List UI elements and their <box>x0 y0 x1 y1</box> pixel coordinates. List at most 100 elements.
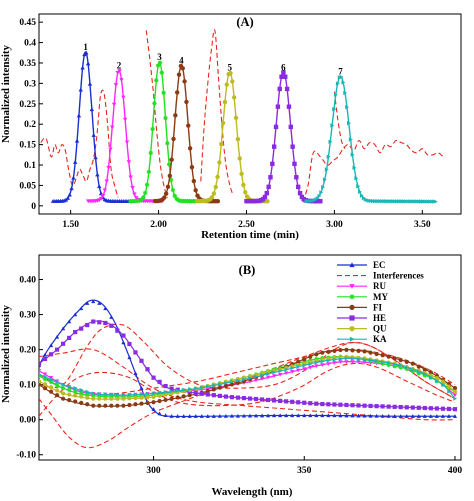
spectrum-ka-marker <box>332 357 337 363</box>
peak-5-marker <box>265 199 270 204</box>
spectrum-ka-marker <box>43 374 48 379</box>
spectrum-fi-marker <box>145 400 150 405</box>
spectrum-ru-marker <box>302 367 307 371</box>
spectrum-ec-marker <box>54 334 60 339</box>
peak-5-marker <box>209 195 215 200</box>
peak-6-marker <box>288 124 293 130</box>
peak-6-marker <box>262 194 268 200</box>
spectrum-he-marker <box>163 383 168 389</box>
spectrum-ru-marker <box>265 375 271 380</box>
peak-6-marker <box>284 86 290 92</box>
peak-3-marker <box>154 78 159 83</box>
spectrum-ka-marker <box>206 384 210 389</box>
spectrum-fi-marker <box>187 393 192 398</box>
peak-3-marker <box>165 140 170 146</box>
spectrum-ec-marker <box>434 414 439 418</box>
spectrum-he-marker <box>79 326 84 331</box>
spectrum-he-marker <box>223 394 228 399</box>
spectrum-qu-marker <box>127 396 132 401</box>
peak-6-marker <box>295 184 301 190</box>
spectrum-ka-marker <box>175 388 180 393</box>
spectrum-he-marker <box>91 319 96 324</box>
panel-a-x-tick-label: 3.50 <box>414 220 431 230</box>
interference-trace <box>40 89 119 198</box>
spectrum-he-marker <box>73 329 78 335</box>
spectrum-ka-marker <box>85 389 90 394</box>
spectrum-ru-marker <box>308 365 313 370</box>
spectrum-ka-marker <box>39 372 42 376</box>
spectrum-ru-marker <box>272 374 277 378</box>
peak-3-marker <box>168 177 174 183</box>
spectrum-ka-marker <box>423 372 427 377</box>
peak-3-marker <box>174 196 179 201</box>
peak-1-marker <box>73 159 78 164</box>
peak-3-marker <box>150 126 155 132</box>
spectrum-he-marker <box>109 323 114 328</box>
spectrum-ka-marker <box>194 386 198 391</box>
spectrum-ec-marker <box>380 413 385 418</box>
spectrum-my-marker <box>416 371 421 376</box>
spectrum-ka-marker <box>362 357 367 362</box>
panel-a-y-tick-label: 0.35 <box>19 59 36 69</box>
spectrum-he-marker <box>440 406 446 411</box>
spectrum-ec-marker <box>416 414 421 418</box>
peak-3-marker <box>167 162 172 167</box>
peak-5-marker <box>217 160 222 165</box>
spectrum-ka-marker <box>55 379 60 385</box>
spectrum-ka-marker <box>236 378 241 383</box>
spectrum-ec-marker <box>320 413 325 418</box>
peak-5 <box>195 70 270 204</box>
spectrum-qu-marker <box>109 396 114 401</box>
spectrum-ec-marker <box>428 414 433 418</box>
spectrum-ec-marker <box>404 414 409 418</box>
spectrum-ec-marker <box>42 352 48 357</box>
spectrum-he-marker <box>290 399 295 404</box>
chart-title-a: (A) <box>236 15 253 29</box>
spectrum-ec-marker <box>127 355 132 360</box>
peak-label-7: 7 <box>338 66 343 76</box>
spectrum-fi-marker <box>368 350 373 355</box>
peak-3-marker <box>159 70 165 75</box>
spectrum-he-marker <box>247 396 253 401</box>
peak-3-marker <box>148 150 153 156</box>
spectrum-qu-marker <box>133 395 138 401</box>
spectrum-ec-marker <box>296 413 301 418</box>
peak-6-marker <box>318 198 323 204</box>
spectrum-fi-marker <box>42 386 48 391</box>
spectrum-he-marker <box>392 404 397 409</box>
peak-4-marker <box>184 99 189 105</box>
peak-2-marker <box>126 160 132 165</box>
spectrum-ec-marker <box>368 413 373 418</box>
spectrum-he-marker <box>344 402 349 408</box>
spectrum-ec-marker <box>109 315 114 319</box>
peak-label-2: 2 <box>117 60 122 70</box>
axis-ticks-a: 1.50 2.00 2.50 3.00 3.50 0 0.05 0.1 0.15 0.2 0.25 0… <box>19 18 431 230</box>
chart-panel-b: (B) Wavelength (nm) Normalized intensity… <box>0 254 462 498</box>
spectrum-fi-marker <box>392 356 397 361</box>
peak-4-line <box>155 64 219 202</box>
spectrum-ec-marker <box>338 413 343 418</box>
peak-6-marker <box>270 161 275 167</box>
spectrum-he-marker <box>338 402 343 407</box>
spectrum-my-marker <box>73 389 78 394</box>
panel-b-y-tick-label: 0.20 <box>19 346 36 356</box>
panel-a-y-tick-label: 0.05 <box>19 181 36 191</box>
peak-label-6: 6 <box>281 62 286 72</box>
spectrum-he-marker <box>61 341 66 346</box>
panel-a-x-tick-label: 2.00 <box>150 220 167 230</box>
spectrum-ka-marker <box>242 377 247 382</box>
chart-panel-a: (A) Retention time (min) Normalized inte… <box>0 13 462 241</box>
peak-1-marker <box>67 192 72 197</box>
peak-1 <box>50 50 135 204</box>
spectrum-ka-marker <box>302 363 307 368</box>
spectrum-ka-marker <box>374 359 379 364</box>
peak-5-marker <box>231 95 237 100</box>
peak-3-marker <box>139 197 144 202</box>
spectrum-ka-marker <box>254 374 259 379</box>
spectrum-ru-marker <box>42 372 48 377</box>
legend-marker <box>349 294 355 300</box>
spectrum-ka-marker <box>344 356 349 361</box>
peak-label-4: 4 <box>179 55 184 65</box>
spectrum-my-marker <box>91 393 96 398</box>
plot-frame-a <box>38 13 462 215</box>
